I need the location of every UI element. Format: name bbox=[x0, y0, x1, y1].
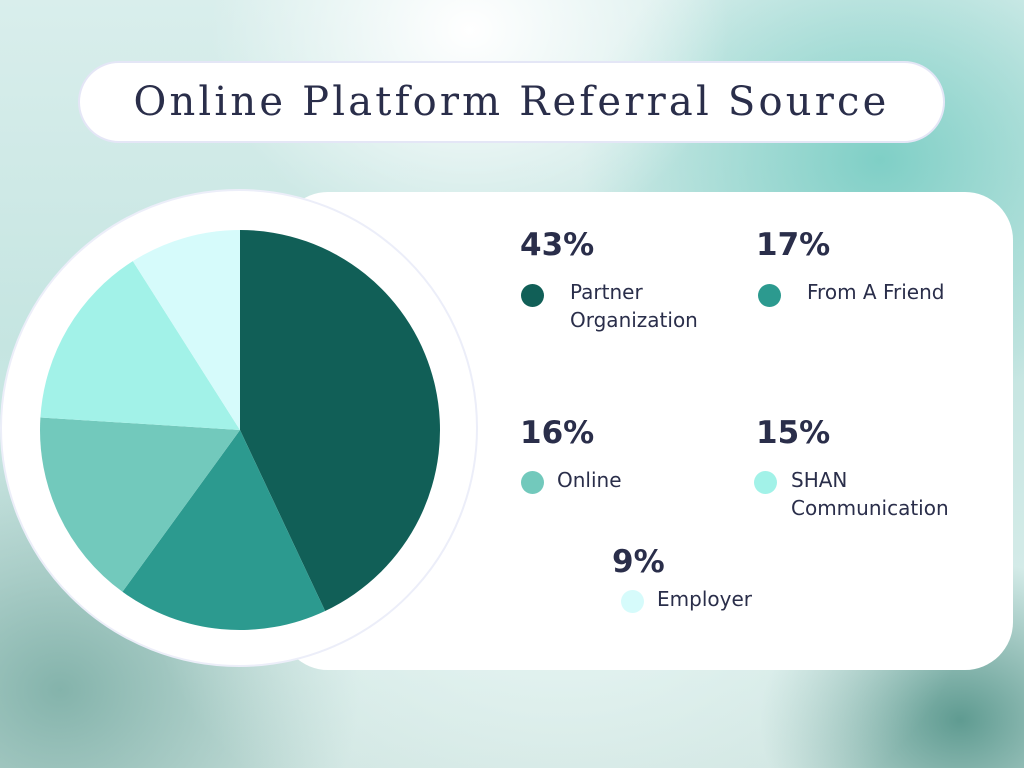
legend-label: SHAN Communication bbox=[791, 466, 949, 522]
legend-swatch bbox=[521, 471, 544, 494]
legend-item-from-a-friend: 17% From A Friend bbox=[756, 227, 944, 307]
pie-slice-from-a-friend bbox=[122, 430, 326, 630]
legend-label: Online bbox=[557, 466, 622, 494]
legend-swatch bbox=[521, 284, 544, 307]
pie-slice-partner-organization bbox=[240, 230, 440, 611]
legend-item-shan-communication: 15% SHAN Communication bbox=[754, 415, 949, 520]
title-banner: Online Platform Referral Source bbox=[78, 61, 945, 143]
legend-item-online: 16% Online bbox=[520, 415, 622, 494]
legend-percent: 16% bbox=[520, 415, 595, 451]
legend-percent: 15% bbox=[756, 415, 831, 451]
pie-slice-employer bbox=[132, 230, 240, 430]
legend-swatch bbox=[621, 590, 644, 613]
legend-swatch bbox=[758, 284, 781, 307]
pie-slice-shan-communication bbox=[40, 261, 240, 430]
legend-label-line: Communication bbox=[791, 496, 949, 520]
pie-slice-online bbox=[39, 417, 240, 592]
chart-title: Online Platform Referral Source bbox=[133, 79, 890, 125]
legend-label-line: Organization bbox=[570, 308, 698, 332]
legend-label: Partner Organization bbox=[570, 278, 698, 334]
legend-label-line: From A Friend bbox=[807, 280, 945, 304]
legend-label: Employer bbox=[657, 585, 752, 613]
legend-item-partner-organization: 43% Partner Organization bbox=[520, 227, 698, 333]
legend-label-line: SHAN bbox=[791, 468, 848, 492]
legend-percent: 17% bbox=[756, 227, 831, 263]
legend-label: From A Friend bbox=[807, 278, 944, 306]
pie-chart bbox=[39, 230, 440, 630]
legend-item-employer: 9% Employer bbox=[612, 544, 752, 613]
legend-percent: 9% bbox=[612, 544, 665, 580]
legend-swatch bbox=[754, 471, 777, 494]
legend-label-line: Employer bbox=[657, 587, 752, 611]
legend-label-line: Partner bbox=[570, 280, 643, 304]
legend-label-line: Online bbox=[557, 468, 622, 492]
legend-percent: 43% bbox=[520, 227, 595, 263]
